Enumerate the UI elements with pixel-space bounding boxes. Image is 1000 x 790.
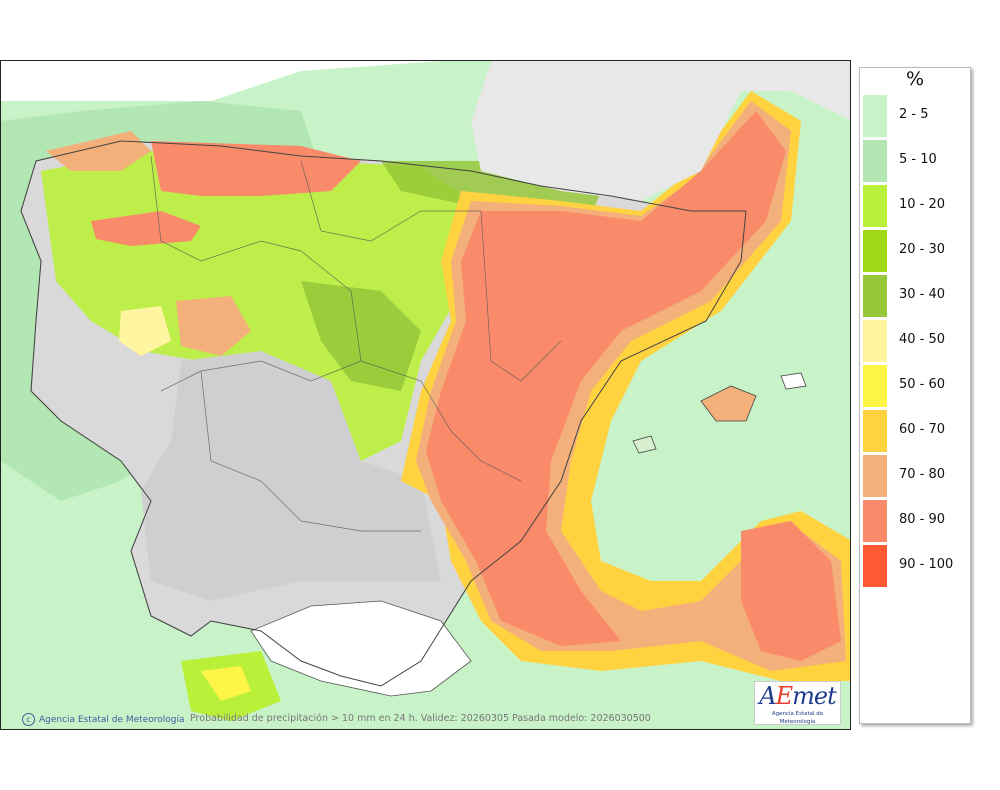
prob-area-80-90-balearic — [741, 521, 841, 661]
coastline — [20, 140, 747, 687]
legend-item: 40 - 50 — [863, 320, 968, 362]
prob-area-40-50-interior — [119, 306, 171, 356]
legend-item: 30 - 40 — [863, 275, 968, 317]
legend-label: 10 - 20 — [899, 197, 946, 212]
legend-swatch — [863, 455, 887, 497]
menorca — [780, 372, 807, 390]
prob-area-60-70-interior — [176, 296, 251, 356]
legend-swatch — [863, 545, 887, 587]
legend-item: 60 - 70 — [863, 410, 968, 452]
legend-swatch — [863, 320, 887, 362]
legend-swatch — [863, 95, 887, 137]
prob-area-80-90-east — [426, 111, 786, 646]
legend-swatch — [863, 410, 887, 452]
credit-line: c Agencia Estatal de Meteorología — [22, 713, 185, 726]
legend-swatch — [863, 365, 887, 407]
legend-item: 80 - 90 — [863, 500, 968, 542]
aemet-logo: AEmet Agencia Estatal de Meteorología — [754, 681, 841, 725]
precipitation-map — [0, 60, 851, 730]
prob-area-80-90-north — [151, 141, 361, 196]
legend-item: 70 - 80 — [863, 455, 968, 497]
legend-label: 50 - 60 — [899, 377, 946, 392]
france-land — [471, 61, 850, 201]
legend-swatch — [863, 275, 887, 317]
legend-swatch — [863, 185, 887, 227]
prob-area-80-90-galicia — [91, 211, 201, 246]
legend-item: 50 - 60 — [863, 365, 968, 407]
logo-subtitle: Agencia Estatal de Meteorología — [771, 711, 824, 725]
legend-label: 80 - 90 — [899, 512, 946, 527]
region-borders — [150, 155, 562, 532]
legend-swatch — [863, 230, 887, 272]
dry-south — [141, 351, 441, 601]
legend-item: 5 - 10 — [863, 140, 968, 182]
prob-area-north-africa-yellow — [201, 666, 251, 701]
legend-label: 30 - 40 — [899, 287, 946, 302]
legend-item: 90 - 100 — [863, 545, 968, 587]
credit-text: Agencia Estatal de Meteorología — [39, 715, 185, 725]
legend-label: 5 - 10 — [899, 152, 937, 167]
legend-label: 2 - 5 — [899, 107, 929, 122]
logo-mark: AEmet — [759, 682, 836, 710]
legend-label: 20 - 30 — [899, 242, 946, 257]
prob-area-30-40 — [301, 281, 421, 391]
legend-label: 90 - 100 — [899, 557, 954, 572]
legend-label: 40 - 50 — [899, 332, 946, 347]
legend-label: 70 - 80 — [899, 467, 946, 482]
map-canvas — [1, 61, 850, 729]
ibiza — [632, 435, 657, 454]
legend-item: 20 - 30 — [863, 230, 968, 272]
copyright-icon: c — [22, 713, 35, 726]
legend-unit: % — [905, 68, 925, 90]
legend-item: 2 - 5 — [863, 95, 968, 137]
legend-label: 60 - 70 — [899, 422, 946, 437]
legend-panel: % 2 - 5 5 - 10 10 - 20 20 - 30 30 - 40 40 - 5… — [859, 67, 971, 724]
legend-item: 10 - 20 — [863, 185, 968, 227]
mallorca — [700, 385, 757, 422]
map-caption: Probabilidad de precipitación > 10 mm en… — [190, 713, 651, 724]
legend-swatch — [863, 140, 887, 182]
legend-swatch — [863, 500, 887, 542]
africa-land — [250, 600, 472, 697]
